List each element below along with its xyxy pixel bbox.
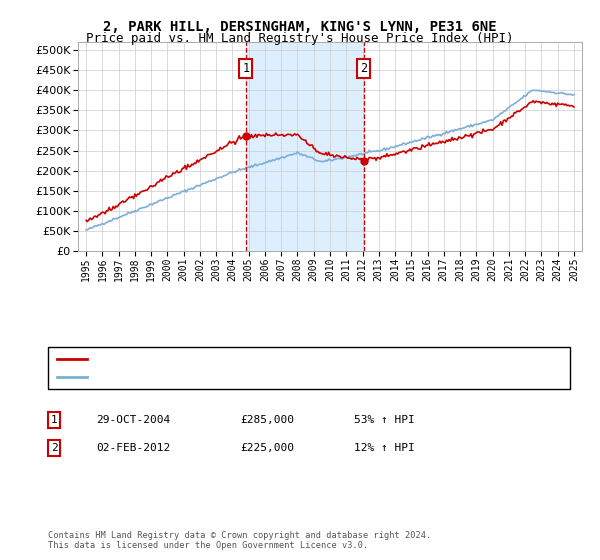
Title: 2, PARK HILL, DERSINGHAM, KING'S LYNN, PE31 6NE
Price paid vs. HM Land Registry': 2, PARK HILL, DERSINGHAM, KING'S LYNN, P… xyxy=(0,559,1,560)
Text: 2: 2 xyxy=(361,62,368,76)
Text: £285,000: £285,000 xyxy=(240,415,294,425)
Text: 1: 1 xyxy=(242,62,250,76)
Text: 2, PARK HILL, DERSINGHAM, KING'S LYNN, PE31 6NE: 2, PARK HILL, DERSINGHAM, KING'S LYNN, P… xyxy=(103,20,497,34)
Text: HPI: Average price, detached house, King's Lynn and West Norfolk: HPI: Average price, detached house, King… xyxy=(93,372,493,382)
Text: 2: 2 xyxy=(50,443,58,453)
Text: 2, PARK HILL, DERSINGHAM, KING'S LYNN, PE31 6NE (detached house): 2, PARK HILL, DERSINGHAM, KING'S LYNN, P… xyxy=(93,354,493,364)
Text: Contains HM Land Registry data © Crown copyright and database right 2024.
This d: Contains HM Land Registry data © Crown c… xyxy=(48,530,431,550)
Text: £225,000: £225,000 xyxy=(240,443,294,453)
Text: 29-OCT-2004: 29-OCT-2004 xyxy=(96,415,170,425)
Text: 1: 1 xyxy=(50,415,58,425)
Text: 53% ↑ HPI: 53% ↑ HPI xyxy=(354,415,415,425)
Text: 02-FEB-2012: 02-FEB-2012 xyxy=(96,443,170,453)
Bar xyxy=(246,42,364,251)
Text: Price paid vs. HM Land Registry's House Price Index (HPI): Price paid vs. HM Land Registry's House … xyxy=(86,32,514,45)
Text: 12% ↑ HPI: 12% ↑ HPI xyxy=(354,443,415,453)
